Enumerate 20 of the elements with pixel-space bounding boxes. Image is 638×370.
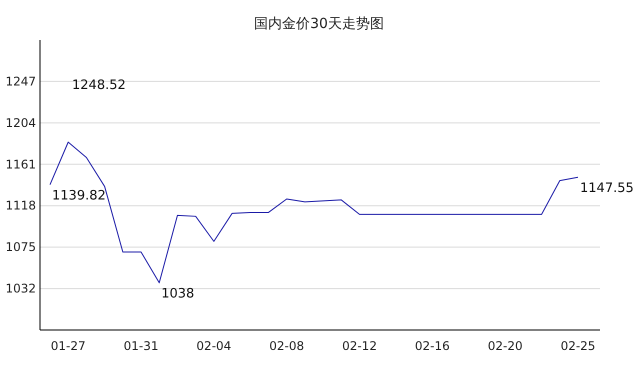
data-label: 1147.55 [580, 181, 634, 196]
x-tick-label: 02-16 [414, 339, 450, 353]
x-tick-label: 02-08 [269, 339, 304, 353]
data-label: 1139.82 [52, 188, 106, 204]
x-tick-label: 02-12 [342, 339, 377, 353]
y-tick-label: 1204 [5, 116, 36, 130]
x-tick-label: 02-20 [488, 339, 523, 353]
y-tick-label: 1118 [5, 198, 36, 213]
annotation: 1248.52 [72, 78, 126, 93]
y-tick-label: 1032 [5, 282, 36, 296]
x-tick-label: 01-27 [50, 339, 86, 353]
x-tick-label: 02-04 [196, 339, 232, 353]
y-tick-label: 1075 [5, 240, 36, 254]
y-tick-label: 1161 [5, 157, 36, 172]
x-tick-label: 02-25 [560, 339, 596, 353]
line-series [50, 142, 578, 284]
x-tick-label: 01-31 [124, 339, 158, 353]
chart-title: 国内金价30天走势图 [254, 16, 384, 32]
y-tick-label: 1247 [5, 74, 36, 88]
data-label: 1038 [161, 286, 194, 302]
